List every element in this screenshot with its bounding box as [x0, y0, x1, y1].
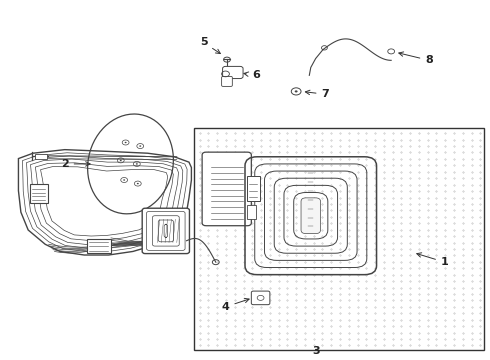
Text: 2: 2 — [61, 159, 90, 169]
Circle shape — [136, 163, 138, 165]
FancyBboxPatch shape — [222, 66, 243, 78]
Text: 6: 6 — [244, 70, 260, 80]
Circle shape — [139, 145, 141, 147]
Text: 1: 1 — [417, 253, 449, 267]
Circle shape — [137, 183, 139, 184]
Bar — [34, 154, 47, 159]
FancyBboxPatch shape — [202, 152, 251, 226]
Text: 8: 8 — [399, 52, 433, 65]
FancyBboxPatch shape — [142, 208, 190, 253]
Bar — [194, 128, 484, 350]
FancyBboxPatch shape — [301, 198, 320, 234]
Text: 4: 4 — [221, 298, 249, 312]
Bar — [30, 184, 48, 203]
Text: 5: 5 — [200, 37, 220, 54]
Bar — [247, 176, 260, 202]
Bar — [87, 239, 111, 253]
Circle shape — [294, 90, 297, 93]
Circle shape — [123, 179, 125, 181]
Ellipse shape — [88, 114, 173, 214]
Text: 3: 3 — [312, 346, 319, 356]
Circle shape — [124, 142, 126, 143]
FancyBboxPatch shape — [221, 76, 232, 86]
Bar — [247, 205, 256, 219]
Circle shape — [120, 159, 122, 161]
FancyBboxPatch shape — [251, 291, 270, 305]
Text: 7: 7 — [305, 89, 329, 99]
